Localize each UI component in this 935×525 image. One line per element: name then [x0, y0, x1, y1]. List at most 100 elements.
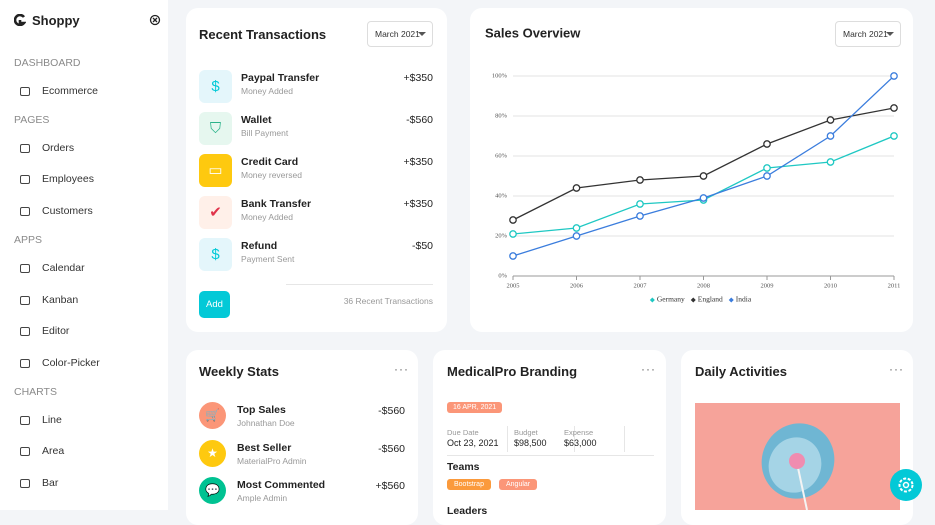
section-title: PAGES [14, 113, 50, 126]
x-tick-label: 2009 [761, 282, 774, 289]
transaction-name: Refund [241, 240, 278, 252]
data-point [572, 232, 581, 240]
nav-item[interactable]: Ecommerce [42, 85, 99, 97]
brand: Shoppy [32, 13, 80, 28]
close-button[interactable] [149, 14, 161, 26]
card-title: Daily Activities [695, 364, 788, 379]
nav-item[interactable]: Bar [42, 477, 59, 489]
data-point [826, 132, 835, 140]
stat-detail: MaterialPro Admin [237, 455, 307, 466]
nav-icon [20, 327, 30, 337]
transaction-detail: Money Added [241, 86, 293, 96]
transaction-amount: -$560 [406, 114, 433, 126]
transaction-name: Credit Card [241, 156, 299, 168]
nav-icon [20, 295, 30, 305]
nav-item[interactable]: Editor [42, 325, 70, 338]
stat-detail: Ample Admin [237, 493, 288, 503]
logo-icon [14, 14, 26, 26]
transaction-detail: Money Added [241, 212, 293, 222]
stat-label: Expense [564, 428, 594, 437]
data-point [890, 72, 898, 80]
data-point [572, 184, 581, 192]
nav-icon [20, 175, 30, 185]
transaction-name: Wallet [241, 114, 272, 126]
weekly-card: Weekly Stats ··· 🛒 Top Sales Johnathan Doe… [186, 350, 418, 525]
transaction-name: Bank Transfer [241, 198, 312, 210]
nav-item[interactable]: Color-Picker [42, 356, 100, 369]
nav-icon [20, 207, 30, 217]
data-point [636, 176, 644, 184]
sidebar: Shoppy DASHBOARD Ecommerce PAGES Orders Empl… [0, 0, 168, 510]
stat-divider [574, 426, 575, 452]
menu-button[interactable]: ··· [889, 362, 904, 376]
stat-amount: -$560 [378, 442, 405, 455]
menu-button[interactable]: ··· [641, 362, 656, 376]
y-tick-label: 20% [495, 232, 508, 239]
stat-amount: +$560 [375, 480, 406, 492]
legend-marker [690, 297, 696, 303]
nav-item[interactable]: Area [42, 445, 65, 458]
transaction-name: Paypal Transfer [241, 72, 320, 84]
data-point [890, 132, 898, 140]
data-point [509, 252, 517, 260]
nav-icon [20, 479, 30, 488]
nav-item[interactable]: Kanban [42, 293, 79, 306]
data-point [572, 224, 581, 232]
nav-item[interactable]: Orders [42, 141, 75, 154]
transaction-amount: -$50 [411, 240, 433, 252]
month-filter[interactable]: March 2021 [835, 21, 901, 47]
sales-chart: Sales Overview 0% 20% 40% 60% 80% 100% 2005 200… [485, 25, 901, 304]
data-point [826, 158, 835, 166]
stat-icon: ★ [199, 439, 226, 467]
stat-amount: -$560 [378, 405, 405, 417]
sales-card: March 2021 Sales Overview 0% 20% 40% 60% 80%… [470, 8, 913, 332]
x-tick-label: 2011 [888, 282, 901, 289]
nav-item[interactable]: Line [42, 413, 62, 426]
y-tick-label: 100% [492, 72, 508, 79]
section-title: DASHBOARD [14, 57, 81, 69]
nav-icon [20, 358, 30, 368]
nav-icon [20, 415, 30, 425]
nav-item[interactable]: Calendar [42, 261, 85, 274]
nav-item[interactable]: Customers [42, 205, 93, 218]
legend-label: Germany [657, 295, 685, 304]
divider [447, 455, 654, 456]
data-point [636, 200, 644, 208]
data-point [763, 172, 771, 180]
stat-icon: 💬 [199, 477, 226, 504]
stat-icon: 🛒 [199, 402, 226, 429]
data-point [699, 194, 708, 202]
nav-item[interactable]: Employees [42, 173, 94, 186]
legend: Germany England India [649, 295, 752, 304]
month-filter[interactable]: March 2021 [367, 21, 433, 47]
activity-image [695, 403, 900, 510]
stat-name: Most Commented [237, 479, 326, 491]
stat-label: Budget [514, 428, 538, 437]
legend-label: England [698, 295, 723, 304]
card-title: Weekly Stats [199, 364, 279, 379]
series-line [512, 135, 895, 235]
transaction-icon: ▭ [199, 154, 232, 187]
chart-title: Sales Overview [485, 25, 581, 40]
transaction-icon: $ [199, 70, 232, 103]
settings-button[interactable] [890, 469, 922, 501]
daily-card: Daily Activities ··· [681, 350, 913, 525]
section-title: CHARTS [14, 385, 57, 398]
stat-name: Best Seller [237, 441, 292, 454]
stat-value: $98,500 [514, 438, 547, 448]
add-button[interactable]: Add [199, 291, 230, 318]
x-tick-label: 2006 [570, 282, 584, 289]
data-point [826, 116, 835, 124]
stat-value: Oct 23, 2021 [447, 438, 499, 448]
stat-detail: Johnathan Doe [237, 418, 295, 428]
y-tick-label: 60% [495, 152, 508, 159]
transaction-detail: Payment Sent [241, 254, 295, 264]
stat-divider [507, 426, 508, 452]
teams-title: Teams [447, 461, 480, 473]
menu-button[interactable]: ··· [394, 362, 409, 376]
nav-icon [20, 263, 30, 273]
stat-label: Due Date [447, 428, 479, 437]
x-tick-label: 2008 [697, 282, 710, 289]
data-point [890, 104, 898, 112]
card-title: MedicalPro Branding [447, 364, 578, 379]
